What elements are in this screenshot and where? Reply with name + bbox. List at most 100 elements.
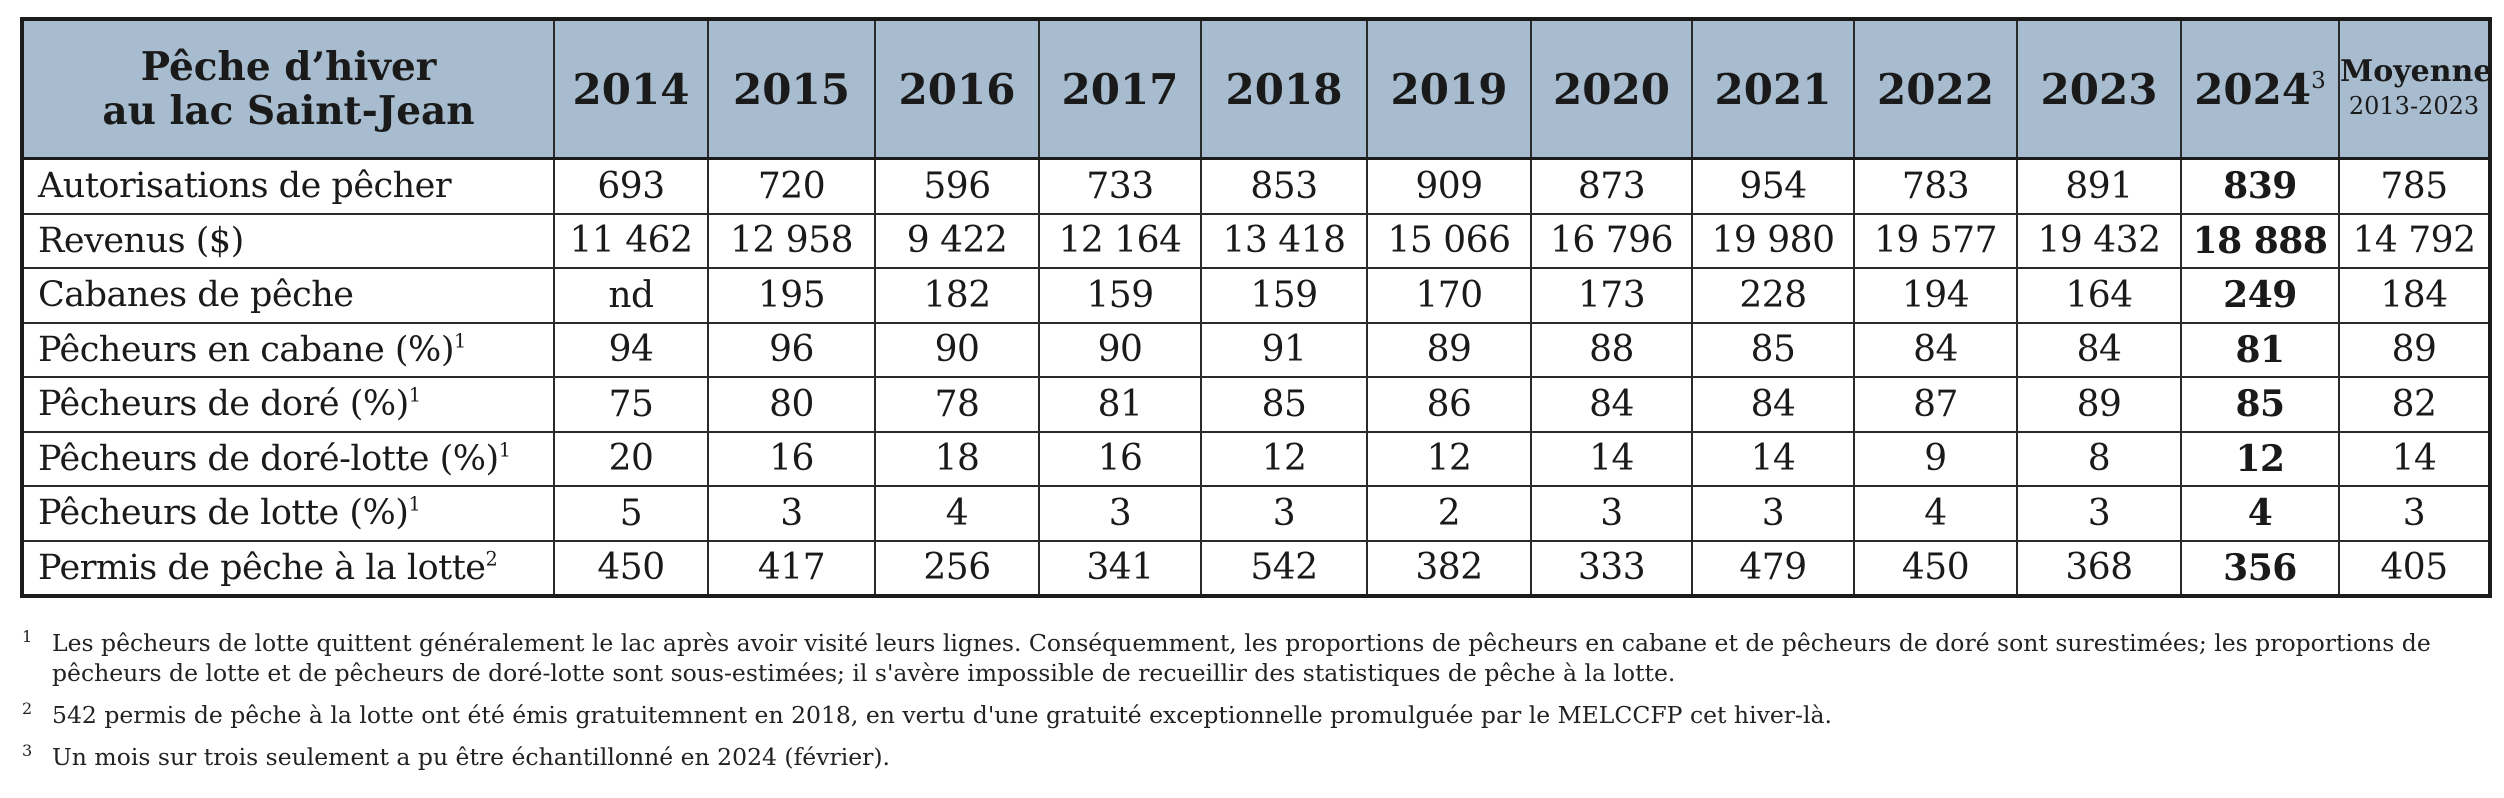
value-cell-2014: 94	[553, 321, 709, 378]
average-cell: 184	[2338, 267, 2491, 324]
footnote-1: 1 Les pêcheurs de lotte quittent général…	[20, 627, 2480, 688]
average-period: 2013-2023	[2348, 92, 2480, 120]
value-cell-2017: 733	[1038, 157, 1202, 215]
value-cell-2014: 11 462	[553, 212, 709, 269]
value-cell-2022: 87	[1853, 376, 2018, 433]
value-cell-2024: 4	[2180, 485, 2340, 542]
row-label: Pêcheurs de doré (%)1	[21, 376, 555, 433]
value-cell-2022: 4	[1853, 485, 2018, 542]
value-cell-2020: 84	[1530, 376, 1693, 433]
value-cell-2019: 12	[1366, 430, 1532, 487]
value-cell-2018: 12	[1200, 430, 1368, 487]
value-cell-2018: 85	[1200, 376, 1368, 433]
value-cell-2020: 88	[1530, 321, 1693, 378]
value-cell-2022: 19 577	[1853, 212, 2018, 269]
footnote-number: 2	[22, 699, 33, 718]
value-cell-2019: 15 066	[1366, 212, 1532, 269]
value-cell-2023: 8	[2016, 430, 2182, 487]
row-label-text: Pêcheurs de doré (%)	[38, 384, 409, 425]
value-cell-2014: 450	[553, 539, 709, 597]
value-cell-2016: 596	[874, 157, 1040, 215]
value-cell-2021: 3	[1691, 485, 1855, 542]
value-cell-2021: 954	[1691, 157, 1855, 215]
year-header-2022: 2022	[1853, 18, 2018, 160]
value-cell-2024: 81	[2180, 321, 2340, 378]
value-cell-2024: 85	[2180, 376, 2340, 433]
average-label: Moyenne	[2340, 54, 2493, 89]
year-2024-footnote-ref: 3	[2311, 67, 2326, 94]
value-cell-2016: 18	[874, 430, 1040, 487]
value-cell-2020: 3	[1530, 485, 1693, 542]
year-header-2018: 2018	[1200, 18, 1368, 160]
value-cell-2018: 853	[1200, 157, 1368, 215]
value-cell-2022: 84	[1853, 321, 2018, 378]
table-row: Autorisations de pêcher 693 720 596 733 853 90…	[21, 157, 2491, 215]
table-row: Revenus ($) 11 462 12 958 9 422 12 164 13 418…	[21, 212, 2491, 269]
value-cell-2018: 13 418	[1200, 212, 1368, 269]
value-cell-2019: 170	[1366, 267, 1532, 324]
value-cell-2019: 909	[1366, 157, 1532, 215]
value-cell-2023: 19 432	[2016, 212, 2182, 269]
footnote-3: 3 Un mois sur trois seulement a pu être …	[20, 741, 2480, 772]
value-cell-2014: 5	[553, 485, 709, 542]
value-cell-2017: 159	[1038, 267, 1202, 324]
row-label: Pêcheurs de lotte (%)1	[21, 485, 555, 542]
value-cell-2023: 89	[2016, 376, 2182, 433]
value-cell-2023: 3	[2016, 485, 2182, 542]
footnotes: 1 Les pêcheurs de lotte quittent général…	[20, 627, 2480, 784]
row-footnote-ref: 1	[453, 329, 466, 353]
value-cell-2016: 182	[874, 267, 1040, 324]
table-row: Permis de pêche à la lotte2 450 417 256 341 5…	[21, 539, 2491, 597]
average-cell: 14	[2338, 430, 2491, 487]
value-cell-2017: 3	[1038, 485, 1202, 542]
value-cell-2021: 84	[1691, 376, 1855, 433]
value-cell-2018: 159	[1200, 267, 1368, 324]
row-label-text: Pêcheurs en cabane (%)	[38, 329, 454, 370]
row-footnote-ref: 1	[408, 492, 421, 516]
value-cell-2017: 12 164	[1038, 212, 1202, 269]
value-cell-2024: 249	[2180, 267, 2340, 324]
value-cell-2015: 720	[707, 157, 876, 215]
row-footnote-ref: 1	[408, 383, 421, 407]
value-cell-2015: 3	[707, 485, 876, 542]
value-cell-2015: 195	[707, 267, 876, 324]
value-cell-2021: 479	[1691, 539, 1855, 597]
average-cell: 89	[2338, 321, 2491, 378]
value-cell-2014: 20	[553, 430, 709, 487]
value-cell-2014: nd	[553, 267, 709, 324]
year-header-2017: 2017	[1038, 18, 1202, 160]
value-cell-2021: 14	[1691, 430, 1855, 487]
row-label: Cabanes de pêche	[21, 267, 555, 324]
footnote-number: 3	[22, 741, 33, 760]
value-cell-2019: 382	[1366, 539, 1532, 597]
value-cell-2015: 80	[707, 376, 876, 433]
value-cell-2022: 194	[1853, 267, 2018, 324]
value-cell-2017: 16	[1038, 430, 1202, 487]
value-cell-2015: 12 958	[707, 212, 876, 269]
value-cell-2024: 12	[2180, 430, 2340, 487]
header-title-line2: au lac Saint-Jean	[102, 88, 475, 134]
table-body: Autorisations de pêcher 693 720 596 733 853 90…	[21, 157, 2491, 597]
year-header-2023: 2023	[2016, 18, 2182, 160]
value-cell-2020: 173	[1530, 267, 1693, 324]
value-cell-2021: 85	[1691, 321, 1855, 378]
value-cell-2024: 839	[2180, 157, 2340, 215]
row-label: Pêcheurs de doré-lotte (%)1	[21, 430, 555, 487]
value-cell-2016: 78	[874, 376, 1040, 433]
value-cell-2017: 341	[1038, 539, 1202, 597]
year-header-2024: 20243	[2180, 18, 2340, 160]
value-cell-2023: 891	[2016, 157, 2182, 215]
average-header: Moyenne 2013-2023	[2338, 18, 2493, 160]
value-cell-2015: 96	[707, 321, 876, 378]
value-cell-2023: 164	[2016, 267, 2182, 324]
value-cell-2022: 783	[1853, 157, 2018, 215]
value-cell-2018: 542	[1200, 539, 1368, 597]
value-cell-2022: 9	[1853, 430, 2018, 487]
value-cell-2020: 14	[1530, 430, 1693, 487]
row-label: Pêcheurs en cabane (%)1	[21, 321, 555, 378]
average-cell: 785	[2338, 157, 2491, 215]
row-label-text: Cabanes de pêche	[38, 275, 354, 316]
value-cell-2023: 84	[2016, 321, 2182, 378]
value-cell-2021: 19 980	[1691, 212, 1855, 269]
footnote-text: Un mois sur trois seulement a pu être éc…	[52, 743, 891, 771]
